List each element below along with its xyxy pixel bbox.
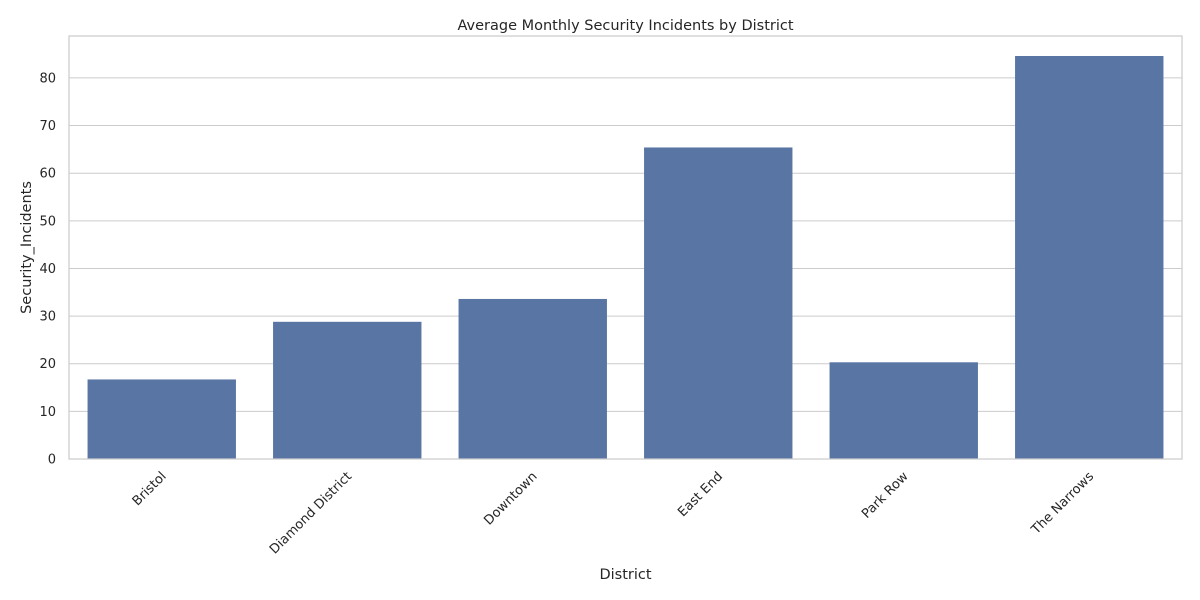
bars	[87, 56, 1164, 460]
bar	[273, 321, 422, 459]
y-tick-label: 40	[39, 262, 56, 277]
x-tick-label: The Narrows	[1028, 469, 1097, 538]
x-tick-labels: Bristol Diamond District Downtown East End P…	[130, 469, 1097, 557]
bar	[1015, 56, 1164, 460]
bar	[458, 298, 607, 459]
y-tick-label: 70	[39, 119, 56, 134]
x-tick-label: Diamond District	[267, 469, 355, 557]
bar	[829, 362, 978, 459]
x-tick-label: East End	[675, 469, 726, 520]
y-tick-label: 0	[48, 453, 56, 468]
x-tick-label: Bristol	[130, 469, 170, 509]
grid-lines	[69, 77, 1182, 460]
chart-title: Average Monthly Security Incidents by Di…	[457, 18, 793, 34]
plot-frame	[68, 35, 1183, 460]
x-tick-label: Park Row	[859, 469, 912, 522]
bar	[87, 379, 236, 459]
y-tick-label: 10	[39, 405, 56, 420]
y-tick-label: 80	[39, 71, 56, 86]
x-tick-label: Downtown	[481, 469, 540, 528]
y-tick-label: 60	[39, 167, 56, 182]
y-tick-label: 50	[39, 214, 56, 229]
y-axis-label: Security_Incidents	[19, 181, 35, 314]
y-tick-labels: 0 10 20 30 40 50 60 70 80	[39, 71, 56, 467]
y-tick-label: 20	[39, 357, 56, 372]
y-tick-label: 30	[39, 310, 56, 325]
x-axis-label: District	[599, 567, 651, 583]
bar	[644, 147, 793, 459]
